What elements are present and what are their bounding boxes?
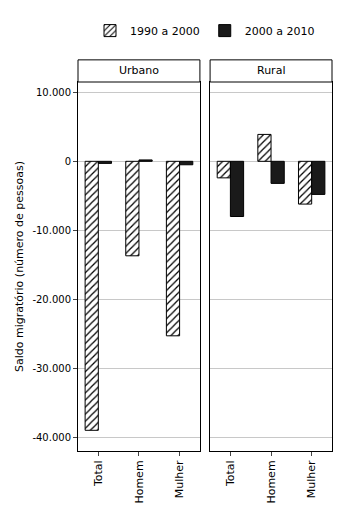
svg-text:Mulher: Mulher bbox=[305, 460, 318, 498]
svg-text:Homem: Homem bbox=[133, 460, 146, 503]
svg-text:0: 0 bbox=[65, 156, 71, 167]
svg-text:Urbano: Urbano bbox=[119, 64, 159, 77]
svg-text:1990 a 2000: 1990 a 2000 bbox=[130, 25, 200, 38]
svg-text:10.000: 10.000 bbox=[36, 87, 71, 98]
svg-text:-10.000: -10.000 bbox=[32, 225, 71, 236]
svg-text:Rural: Rural bbox=[257, 64, 285, 77]
svg-text:Mulher: Mulher bbox=[173, 460, 186, 498]
svg-text:-20.000: -20.000 bbox=[32, 294, 71, 305]
svg-text:Total: Total bbox=[224, 460, 237, 487]
svg-text:-30.000: -30.000 bbox=[32, 363, 71, 374]
svg-text:-40.000: -40.000 bbox=[32, 432, 71, 443]
svg-text:Homem: Homem bbox=[265, 460, 278, 503]
svg-text:2000 a 2010: 2000 a 2010 bbox=[245, 25, 315, 38]
svg-text:Total: Total bbox=[92, 460, 105, 487]
svg-text:Saldo migratório (número de pe: Saldo migratório (número de pessoas) bbox=[13, 161, 26, 372]
